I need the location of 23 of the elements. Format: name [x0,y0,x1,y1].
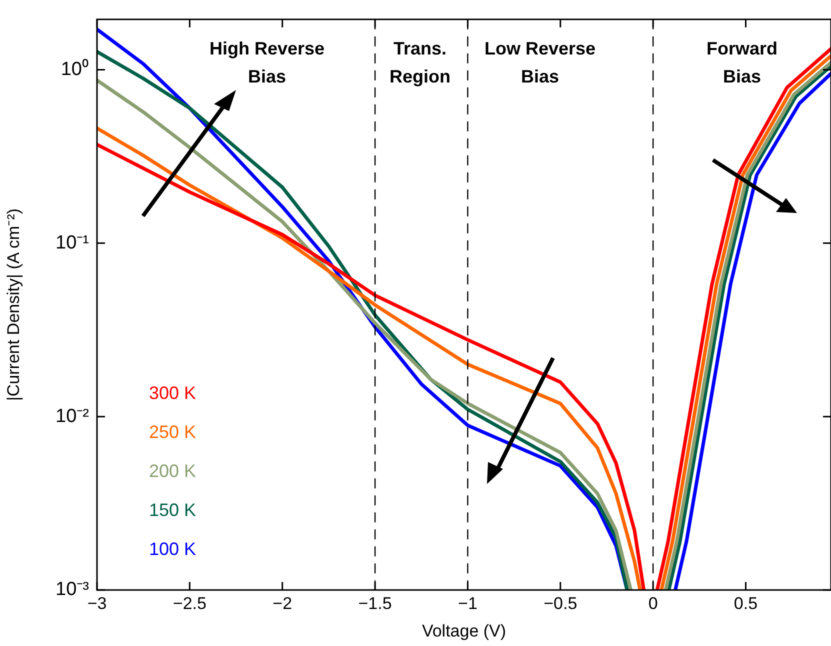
x-tick-label: −2.5 [172,594,206,613]
x-tick-label: −1.5 [358,594,392,613]
text: 150 K [149,500,196,520]
annotation: Low Reverse Bias [484,38,596,86]
x-axis-title: Voltage (V) [422,621,506,640]
x-tick-label: −2 [272,594,292,613]
annotation: Forward Bias [706,38,778,86]
text: 200 K [149,460,196,481]
x-tick-label: −3 [87,594,107,613]
y-axis-title: |Current Density| (A cm⁻²) [4,208,23,401]
x-tick-label: 0.5 [734,594,758,613]
annotation: High Reverse Bias [209,38,325,86]
x-tick-label: −0.5 [544,594,578,613]
text: 300 K [149,382,196,403]
y-tick-label: 10⁻³ [56,579,89,600]
y-tick-label: 10⁻¹ [56,232,89,254]
text: 250 K [149,422,196,442]
annotation: Trans. Region [390,38,450,86]
y-tick-label: 10⁻² [56,406,89,427]
y-tick-label: 10⁰ [60,58,89,80]
x-tick-label: 0 [648,594,658,613]
x-tick-label: −1 [458,594,478,613]
text: 100 K [149,538,196,559]
